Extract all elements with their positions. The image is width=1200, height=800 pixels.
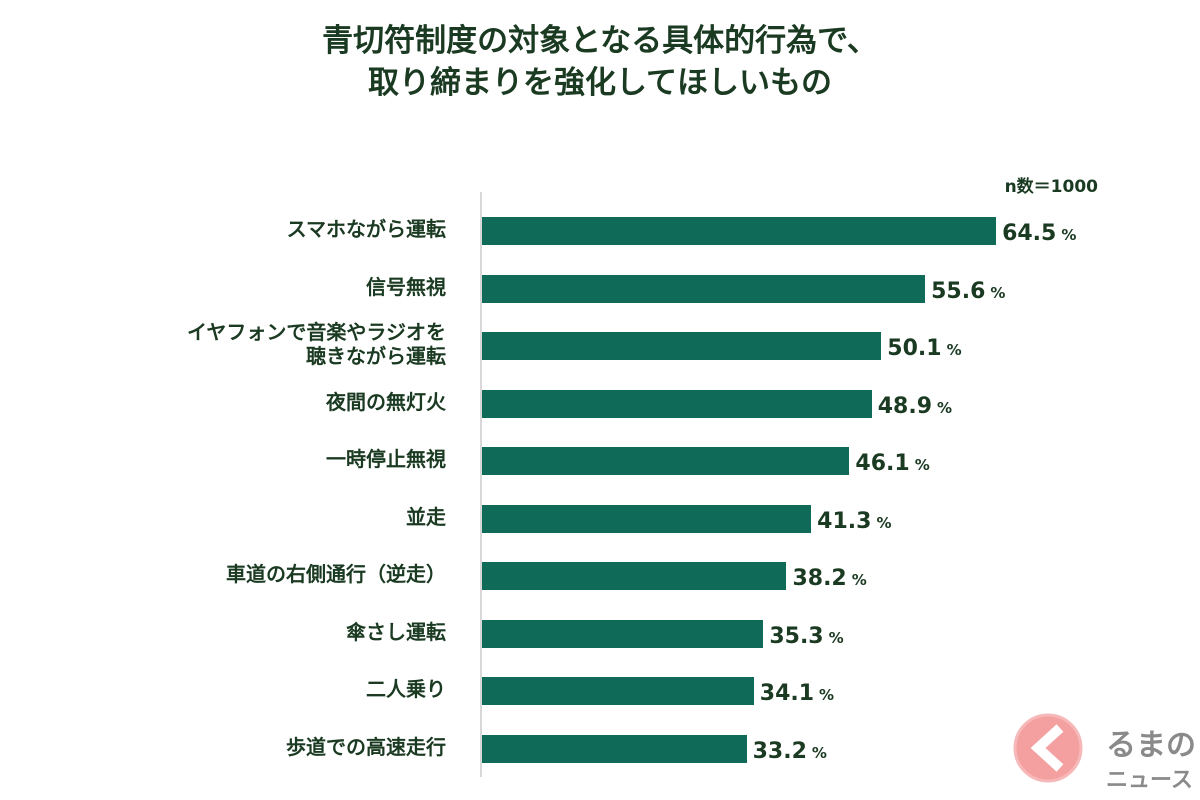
value-number: 34.1 xyxy=(759,681,815,706)
category-label: 信号無視 xyxy=(366,274,446,299)
bar xyxy=(482,677,754,705)
value-unit: % xyxy=(819,686,835,704)
value-number: 55.6 xyxy=(931,278,986,304)
value-unit: % xyxy=(876,513,892,532)
value-label: 46.1% xyxy=(855,450,929,479)
value-number: 35.3 xyxy=(769,623,824,649)
value-number: 33.2 xyxy=(752,738,807,764)
bar xyxy=(482,504,812,533)
value-number: 41.3 xyxy=(817,508,872,534)
category-label: 傘さし運転 xyxy=(346,619,446,644)
value-label: 38.2% xyxy=(792,565,866,594)
category-label: 夜間の無灯火 xyxy=(326,389,446,414)
value-label: 48.9% xyxy=(878,393,952,422)
bar xyxy=(482,619,764,648)
value-unit: % xyxy=(990,283,1006,302)
value-number: 48.9 xyxy=(877,393,932,419)
svg-text:るまの: るまの xyxy=(1106,728,1195,763)
chart-title-line-2: 取り締まりを強化してほしいもの xyxy=(367,65,833,101)
sample-size-note: n数＝1000 xyxy=(1004,177,1098,197)
category-label: 車道の右側通行（逆走） xyxy=(226,562,446,586)
category-label: 二人乗り xyxy=(366,677,446,701)
value-unit: % xyxy=(851,571,867,589)
value-unit: % xyxy=(914,456,930,474)
value-label: 55.6% xyxy=(931,278,1005,307)
category-axis-line xyxy=(480,192,482,777)
kurumanonews-logo: るまの ニュース xyxy=(1013,713,1195,793)
value-label: 33.2% xyxy=(753,738,827,767)
bar xyxy=(482,332,882,360)
value-number: 50.1 xyxy=(887,336,942,361)
value-number: 38.2 xyxy=(792,566,847,591)
category-label: 一時停止無視 xyxy=(326,447,446,471)
value-label: 41.3% xyxy=(817,508,891,537)
value-unit: % xyxy=(937,398,953,417)
bar xyxy=(482,447,850,475)
category-label: 歩道での高速走行 xyxy=(286,734,446,759)
value-number: 46.1 xyxy=(855,451,910,476)
chart-title-line-1: 青切符制度の対象となる具体的行為で、 xyxy=(322,23,878,59)
category-label: スマホながら運転 xyxy=(286,217,446,241)
value-unit: % xyxy=(946,341,962,359)
value-label: 34.1% xyxy=(760,680,834,709)
category-label: 並走 xyxy=(406,504,446,529)
bar xyxy=(482,217,997,245)
value-label: 35.3% xyxy=(769,623,843,652)
value-unit: % xyxy=(811,743,827,762)
bar xyxy=(482,734,747,763)
category-label: イヤフォンで音楽やラジオを 聴きながら運転 xyxy=(187,320,446,368)
value-unit: % xyxy=(828,628,844,647)
value-number: 64.5 xyxy=(1002,221,1057,246)
bar xyxy=(482,389,872,418)
value-unit: % xyxy=(1061,226,1077,244)
value-label: 64.5% xyxy=(1002,220,1076,249)
svg-text:ニュース: ニュース xyxy=(1106,768,1193,793)
bar xyxy=(482,562,787,590)
value-label: 50.1% xyxy=(887,335,961,364)
bar xyxy=(482,274,926,303)
